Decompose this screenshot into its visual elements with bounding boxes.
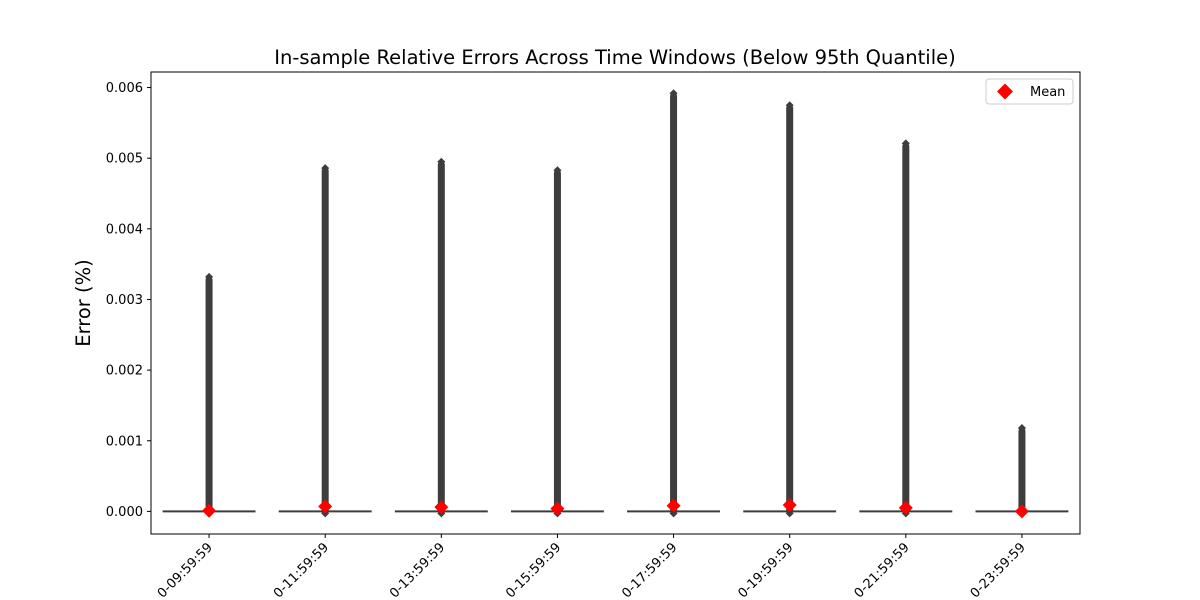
x-tick-label: 0-19:59:59	[735, 540, 796, 600]
x-tick-label: 0-23:59:59	[968, 540, 1029, 600]
outlier-top-point	[437, 157, 446, 166]
y-tick-label: 0.001	[106, 434, 143, 449]
y-tick-label: 0.006	[106, 81, 143, 96]
axes-frame	[150, 71, 1081, 535]
outlier-top-point	[669, 89, 678, 98]
y-tick-label: 0.005	[106, 152, 143, 167]
y-tick-label: 0.002	[106, 364, 143, 379]
outlier-top-point	[1017, 424, 1026, 433]
x-tick-label: 0-21:59:59	[852, 540, 913, 600]
mean-marker	[666, 498, 681, 513]
outlier-top-point	[205, 272, 214, 281]
mean-marker	[898, 500, 913, 515]
legend-mean-marker	[997, 83, 1013, 100]
mean-marker	[1014, 504, 1029, 519]
y-tick-label: 0.003	[106, 293, 143, 308]
x-tick-label: 0-11:59:59	[271, 540, 332, 600]
y-axis-label: Error (%)	[72, 259, 95, 346]
x-tick-label: 0-15:59:59	[503, 540, 564, 600]
outlier-top-point	[321, 164, 330, 173]
x-tick-label: 0-09:59:59	[155, 540, 216, 600]
y-tick-label: 0.000	[106, 505, 143, 520]
x-tick-label: 0-13:59:59	[387, 540, 448, 600]
x-tick-label: 0-17:59:59	[619, 540, 680, 600]
mean-marker	[202, 503, 217, 518]
legend-mean-label: Mean	[1030, 85, 1065, 100]
mean-marker	[434, 500, 449, 515]
mean-marker	[550, 501, 565, 516]
plot-area: 0.000 0.001 0.002 0.003 0.004 0.005 0.006 0-09:…	[106, 71, 1081, 600]
legend: Mean	[985, 78, 1074, 105]
outlier-top-point	[901, 139, 910, 148]
outlier-top-point	[553, 166, 562, 175]
legend-frame	[985, 78, 1074, 105]
mean-marker	[318, 499, 333, 514]
mean-marker	[782, 498, 797, 513]
chart-title: In-sample Relative Errors Across Time Wi…	[274, 46, 955, 69]
y-tick-label: 0.004	[106, 222, 143, 237]
outlier-top-point	[785, 101, 794, 110]
